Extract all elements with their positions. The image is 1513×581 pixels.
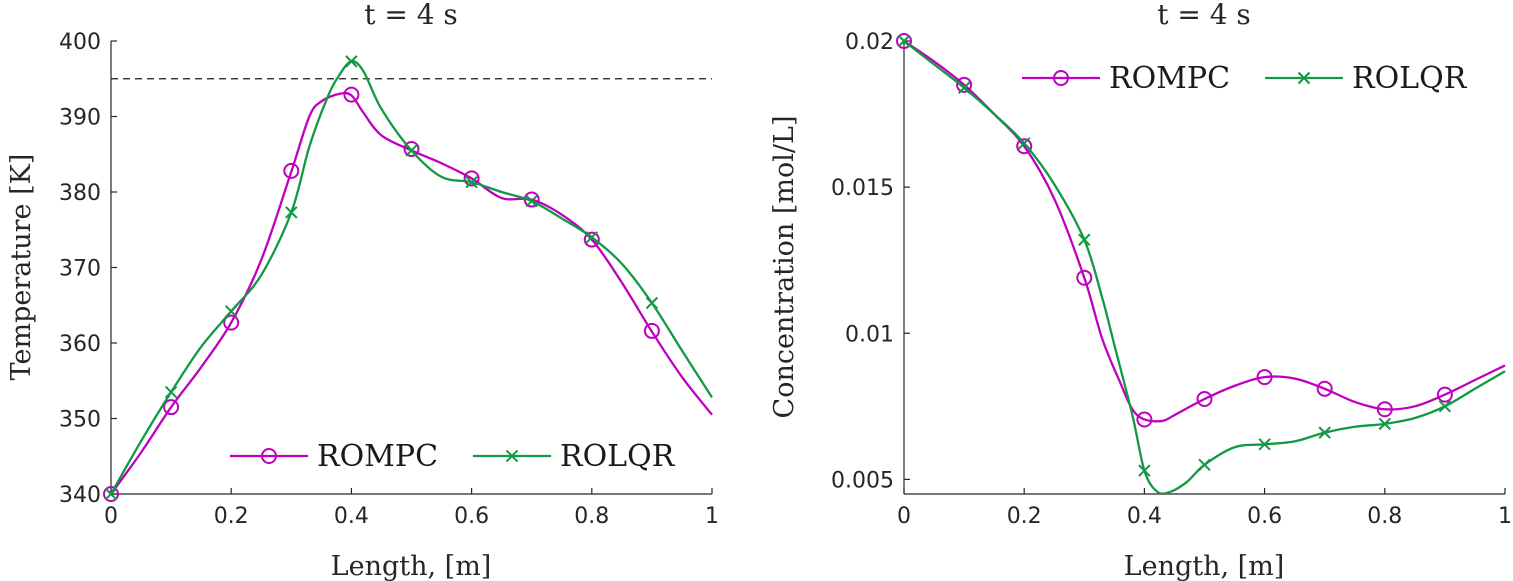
data-point-rolqr (345, 55, 358, 68)
y-tick-label: 0.01 (845, 322, 894, 347)
series-line-rolqr (904, 40, 1506, 494)
y-tick-label: 0.005 (831, 468, 894, 493)
x-tick-label: 0.6 (1247, 504, 1282, 529)
data-point-rompc (103, 486, 119, 502)
chart-title: t = 4 s (1157, 0, 1251, 31)
legend-label: ROLQR (1352, 61, 1468, 96)
data-point-rolqr (897, 34, 911, 48)
y-tick-label: 370 (59, 257, 101, 282)
data-point-rolqr (1378, 417, 1392, 431)
data-point-rolqr (1078, 233, 1091, 246)
data-point-rompc (896, 33, 912, 49)
series-line-rompc (111, 91, 713, 494)
series-line-rolqr (111, 60, 713, 494)
data-point-rompc (163, 399, 180, 416)
data-point-rolqr (104, 487, 118, 501)
data-point-rolqr (465, 175, 478, 189)
data-point-rolqr (164, 385, 178, 399)
legend-label: ROLQR (560, 439, 676, 474)
data-point-rolqr (1138, 464, 1151, 477)
x-axis-label: Length, [m] (331, 551, 492, 581)
data-point-rolqr (1438, 400, 1452, 413)
data-point-rolqr (1318, 426, 1331, 439)
data-point-rompc (1196, 391, 1213, 408)
y-tick-label: 350 (59, 408, 101, 433)
data-point-rolqr (1258, 438, 1271, 451)
legend: ROMPC ROLQR (1022, 61, 1468, 96)
data-point-rompc (643, 322, 660, 339)
x-tick-label: 0.4 (334, 504, 369, 529)
x-tick-label: 1 (1498, 504, 1512, 529)
data-point-rolqr (525, 194, 538, 208)
data-point-rompc (1376, 401, 1393, 418)
data-point-rompc (583, 231, 600, 248)
data-point-rompc (283, 162, 300, 179)
y-tick-label: 360 (59, 332, 101, 357)
data-point-rompc (1136, 411, 1153, 428)
data-point-rolqr (224, 305, 238, 318)
data-point-rolqr (285, 206, 298, 219)
legend-label: ROMPC (317, 439, 438, 474)
x-tick-label: 0 (897, 504, 911, 529)
series-line-rompc (904, 40, 1506, 423)
x-axis-label: Length, [m] (1124, 551, 1285, 581)
legend-label: ROMPC (1109, 61, 1230, 96)
plot-area: 0 0.2 0.4 0.6 0.8 1 0.005 0.01 0.015 0.02 ROMPC ROL… (831, 30, 1512, 529)
y-axis-label: Concentration [mol/L] (769, 116, 800, 419)
y-tick-label: 340 (59, 483, 101, 508)
data-point-rompc (1256, 369, 1273, 386)
legend-marker (1053, 70, 1069, 86)
data-point-rolqr (645, 296, 659, 310)
plot-area: 0 0.2 0.4 0.6 0.8 1 340 350 360 370 380 390 400 ROMPC… (59, 30, 719, 529)
data-point-rompc (223, 314, 240, 331)
x-tick-label: 0.2 (1007, 504, 1042, 529)
y-axis-label: Temperature [K] (6, 154, 37, 381)
data-point-rolqr (957, 81, 971, 94)
data-point-rompc (1316, 380, 1333, 397)
y-tick-label: 380 (59, 181, 101, 206)
legend-marker (261, 448, 277, 464)
data-point-rolqr (405, 144, 418, 157)
y-tick-label: 390 (59, 106, 101, 131)
y-tick-label: 0.015 (831, 176, 894, 201)
data-point-rompc (1016, 138, 1033, 155)
x-tick-label: 0 (104, 504, 118, 529)
data-point-rompc (956, 76, 973, 93)
data-point-rolqr (585, 231, 599, 244)
y-tick-label: 400 (59, 30, 101, 55)
chart-title: t = 4 s (364, 0, 458, 31)
legend-marker (505, 449, 519, 463)
data-point-rompc (1076, 269, 1093, 286)
x-tick-label: 0.4 (1127, 504, 1162, 529)
data-point-rompc (403, 140, 420, 157)
data-point-rolqr (1198, 458, 1211, 471)
concentration-chart: t = 4 s Length, [m] Concentration [mol/L… (769, 0, 1512, 581)
legend-marker (1297, 71, 1311, 85)
x-tick-label: 0.6 (454, 504, 489, 529)
x-tick-label: 0.2 (214, 504, 249, 529)
legend: ROMPC ROLQR (230, 439, 676, 474)
data-point-rompc (463, 170, 480, 187)
x-tick-label: 1 (705, 504, 719, 529)
temperature-chart: t = 4 s Length, [m] Temperature [K] 0 0.2… (6, 0, 719, 581)
y-tick-label: 0.02 (845, 30, 894, 55)
data-point-rolqr (1017, 137, 1031, 150)
x-tick-label: 0.8 (574, 504, 609, 529)
x-tick-label: 0.8 (1367, 504, 1402, 529)
data-point-rompc (1436, 386, 1453, 403)
data-point-rompc (343, 86, 360, 103)
